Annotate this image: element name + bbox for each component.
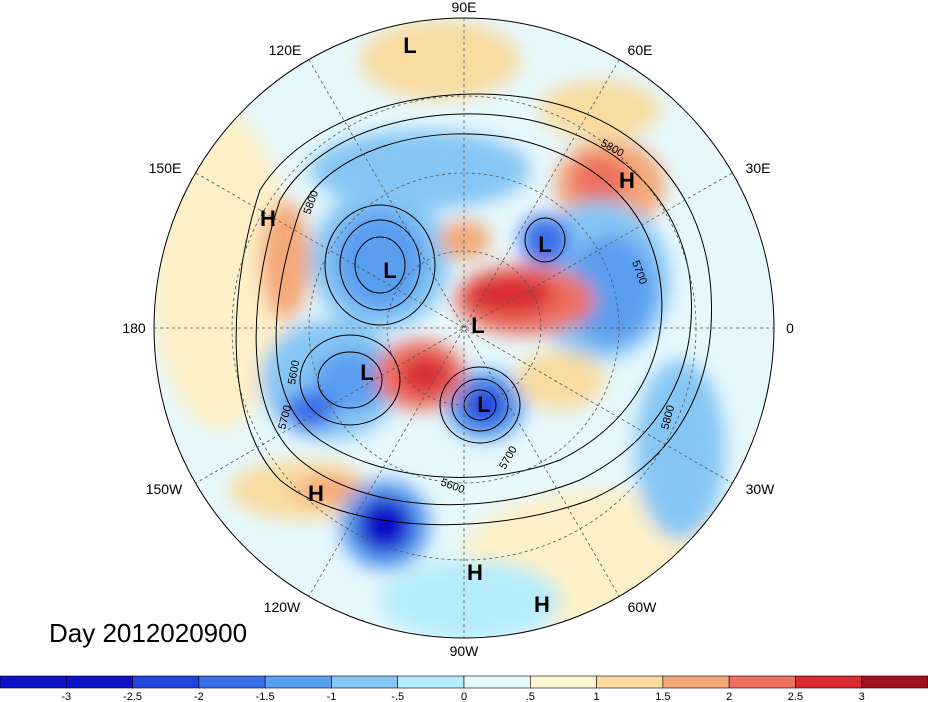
high-marker: H	[534, 592, 550, 617]
colorbar-box	[264, 675, 332, 689]
colorbar-box	[331, 675, 399, 689]
colorbar-box	[795, 675, 863, 689]
lon-label-120w: 120W	[264, 599, 301, 615]
colorbar-tick-label: 1	[594, 691, 600, 702]
colorbar-box	[463, 675, 531, 689]
lon-label-60e: 60E	[628, 42, 653, 58]
low-marker: L	[403, 33, 416, 58]
colorbar-box	[65, 675, 133, 689]
colorbar-tick-label: -.5	[391, 691, 404, 702]
low-marker: L	[383, 258, 396, 283]
high-marker: H	[260, 206, 276, 231]
lon-label-30e: 30E	[746, 160, 771, 176]
lon-label-180: 180	[122, 320, 146, 336]
lon-label-0: 0	[786, 320, 794, 336]
colorbar-tick-label: .5	[526, 691, 535, 702]
colorbar-tick-label: -1.5	[256, 691, 275, 702]
colorbar-tick-label: -3	[61, 691, 71, 702]
longitude-labels: 90E 60E 30E 0 30W 60W 90W 120W 150W 180 …	[122, 0, 794, 659]
colorbar-box	[728, 675, 796, 689]
high-marker: H	[308, 481, 324, 506]
colorbar-tick-label: 2	[726, 691, 732, 702]
colorbar-tick-label: -1	[327, 691, 337, 702]
colorbar-box	[397, 675, 465, 689]
colorbar-box	[198, 675, 266, 689]
high-marker: H	[619, 168, 635, 193]
colorbar-tick-label: 3	[859, 691, 865, 702]
low-marker: L	[538, 232, 551, 257]
colorbar: -3 -2.5 -2 -1.5 -1 -.5 0 .5 1 1.5 2 2.5 3	[0, 675, 928, 702]
anomaly-field	[154, 18, 774, 638]
lon-label-120e: 120E	[269, 42, 302, 58]
lon-label-150w: 150W	[146, 481, 183, 497]
low-marker: L	[471, 313, 484, 338]
colorbar-tick-label: 2.5	[788, 691, 803, 702]
colorbar-box	[0, 675, 67, 689]
colorbar-tick-label: -2	[194, 691, 204, 702]
lon-label-30w: 30W	[746, 481, 776, 497]
colorbar-box	[132, 675, 200, 689]
lon-label-90w: 90W	[450, 643, 480, 659]
colorbar-box	[861, 675, 928, 689]
colorbar-tick-label: 1.5	[655, 691, 670, 702]
contour-label: 5600	[286, 359, 302, 385]
colorbar-tick-label: -2.5	[123, 691, 142, 702]
low-marker: L	[477, 392, 490, 417]
graticule	[154, 18, 774, 638]
pressure-systems: L L L L L L H H H H H	[260, 33, 635, 617]
lon-label-60w: 60W	[628, 599, 658, 615]
colorbar-box	[596, 675, 664, 689]
colorbar-box	[529, 675, 597, 689]
lon-label-150e: 150E	[149, 160, 182, 176]
high-marker: H	[467, 560, 483, 585]
date-label: Day 2012020900	[49, 618, 248, 648]
map-border	[153, 17, 775, 639]
colorbar-box	[662, 675, 730, 689]
colorbar-tick-label: 0	[461, 691, 467, 702]
lon-label-90e: 90E	[452, 0, 477, 15]
low-marker: L	[360, 360, 373, 385]
height-contours	[235, 93, 712, 526]
